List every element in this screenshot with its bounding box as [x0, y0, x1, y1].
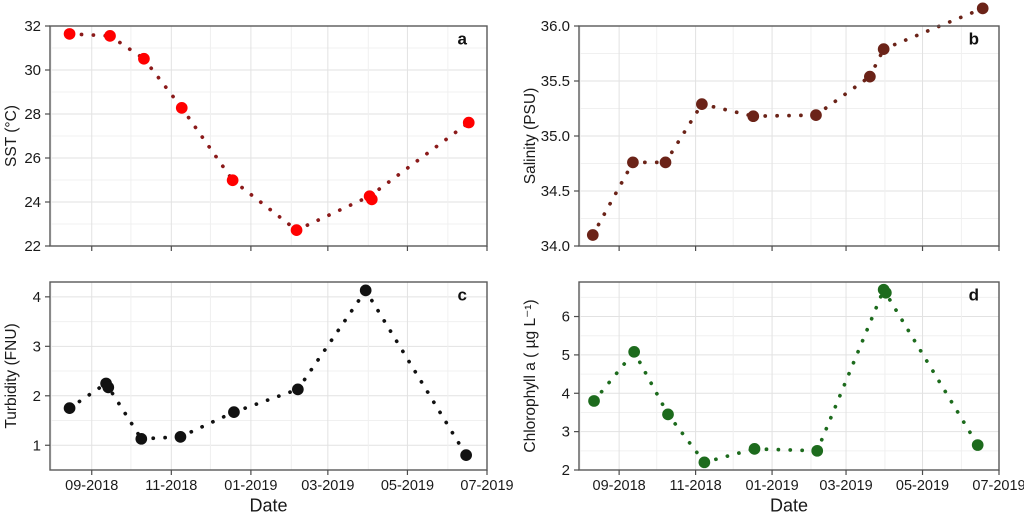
svg-text:Date: Date [770, 496, 808, 513]
svg-text:09-2018: 09-2018 [65, 478, 118, 494]
svg-text:1: 1 [33, 437, 41, 454]
svg-text:4: 4 [33, 289, 41, 306]
svg-text:03-2019: 03-2019 [301, 478, 354, 494]
svg-text:35.5: 35.5 [541, 73, 570, 90]
svg-text:d: d [969, 286, 979, 305]
svg-text:22: 22 [24, 238, 41, 255]
svg-text:3: 3 [33, 338, 41, 355]
svg-text:01-2019: 01-2019 [224, 478, 277, 494]
svg-text:2: 2 [33, 388, 41, 405]
svg-text:11-2018: 11-2018 [670, 478, 722, 494]
svg-text:07-2019: 07-2019 [460, 478, 513, 494]
svg-text:11-2018: 11-2018 [145, 478, 197, 494]
svg-text:3: 3 [562, 424, 570, 441]
svg-text:6: 6 [562, 309, 570, 326]
svg-text:34.5: 34.5 [541, 183, 570, 200]
svg-text:09-2018: 09-2018 [593, 478, 646, 494]
svg-text:5: 5 [562, 347, 570, 364]
svg-text:24: 24 [24, 194, 41, 211]
svg-text:SST (°C): SST (°C) [3, 105, 20, 167]
svg-text:01-2019: 01-2019 [745, 478, 798, 494]
svg-text:03-2019: 03-2019 [819, 478, 872, 494]
svg-text:35.0: 35.0 [541, 128, 570, 145]
svg-text:Salinity (PSU): Salinity (PSU) [522, 88, 539, 184]
svg-text:30: 30 [24, 62, 41, 79]
svg-text:28: 28 [24, 106, 41, 123]
svg-text:2: 2 [562, 462, 570, 479]
svg-text:32: 32 [24, 18, 41, 35]
svg-text:Turbidity (FNU): Turbidity (FNU) [3, 323, 20, 428]
svg-text:a: a [458, 30, 468, 49]
svg-text:Chlorophyll a ( µg L⁻¹): Chlorophyll a ( µg L⁻¹) [522, 299, 539, 452]
svg-text:34.0: 34.0 [541, 238, 570, 255]
svg-text:c: c [458, 286, 467, 305]
svg-text:b: b [969, 30, 979, 49]
svg-text:36.0: 36.0 [541, 18, 570, 35]
svg-text:Date: Date [249, 496, 287, 513]
svg-text:4: 4 [562, 385, 570, 402]
svg-text:26: 26 [24, 150, 41, 167]
svg-text:07-2019: 07-2019 [972, 478, 1024, 494]
svg-text:05-2019: 05-2019 [896, 478, 949, 494]
svg-text:05-2019: 05-2019 [381, 478, 434, 494]
